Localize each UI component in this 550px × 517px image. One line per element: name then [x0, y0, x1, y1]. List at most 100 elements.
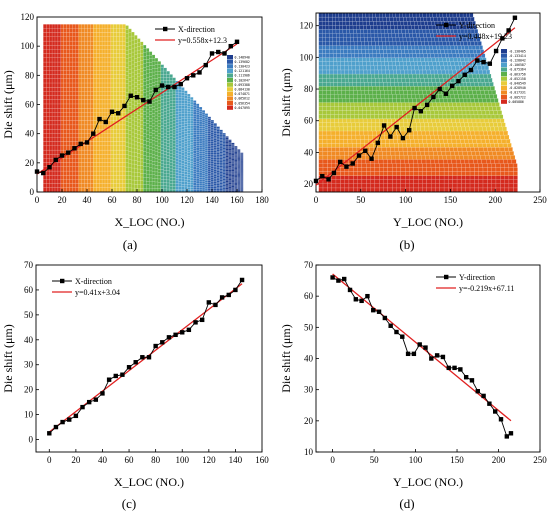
contour-cell	[225, 155, 229, 158]
contour-cell	[347, 130, 352, 136]
contour-cell	[72, 154, 76, 159]
contour-cell	[149, 184, 153, 189]
contour-cell	[231, 182, 235, 184]
contour-cell	[493, 110, 498, 115]
contour-cell	[338, 13, 343, 18]
contour-cell	[190, 161, 194, 164]
contour-cell	[128, 44, 132, 50]
contour-cell	[193, 187, 197, 190]
contour-cell	[342, 114, 347, 119]
contour-cell	[110, 66, 114, 71]
contour-cell	[149, 79, 153, 84]
contour-cell	[342, 29, 347, 34]
contour-cell	[169, 100, 173, 104]
contour-cell	[427, 143, 432, 148]
contour-cell	[318, 13, 323, 18]
contour-cell	[160, 96, 164, 100]
contour-cell	[99, 137, 103, 142]
contour-cell	[337, 90, 342, 95]
contour-cell	[234, 164, 238, 166]
contour-cell	[90, 49, 94, 54]
contour-cell	[46, 70, 50, 75]
contour-cell	[57, 24, 62, 29]
contour-cell	[231, 147, 235, 150]
contour-cell	[411, 49, 416, 54]
contour-cell	[116, 179, 120, 184]
contour-cell	[234, 162, 238, 164]
contour-cell	[43, 49, 47, 54]
contour-cell	[51, 175, 56, 180]
contour-cell	[216, 155, 220, 158]
contour-cell	[75, 99, 79, 105]
contour-cell	[400, 98, 405, 103]
contour-cell	[101, 187, 106, 192]
y-tick-label: 60	[24, 285, 34, 295]
contour-cell	[125, 171, 129, 176]
contour-cell	[449, 147, 454, 152]
contour-cell	[137, 57, 141, 62]
contour-cell	[479, 86, 484, 91]
contour-cell	[367, 126, 372, 132]
contour-cell	[387, 118, 392, 123]
contour-cell	[93, 53, 97, 58]
contour-cell	[131, 175, 135, 181]
contour-cell	[113, 145, 117, 151]
contour-cell	[403, 122, 409, 128]
contour-cell	[465, 49, 470, 54]
contour-cell	[210, 181, 214, 184]
contour-cell	[482, 163, 488, 168]
contour-cell	[228, 187, 232, 190]
contour-cell	[237, 169, 241, 171]
contour-cell	[157, 126, 162, 131]
contour-cell	[163, 117, 167, 121]
contour-cell	[81, 124, 85, 130]
contour-cell	[104, 78, 109, 84]
contour-cell	[93, 49, 97, 54]
contour-cell	[392, 183, 397, 189]
contour-cell	[187, 177, 191, 180]
contour-cell	[84, 183, 88, 188]
contour-cell	[234, 178, 238, 180]
contour-cell	[204, 131, 209, 134]
contour-cell	[187, 130, 191, 134]
contour-cell	[160, 121, 164, 126]
contour-cell	[149, 139, 153, 143]
contour-cell	[87, 166, 91, 172]
contour-cell	[57, 162, 62, 167]
contour-cell	[326, 94, 331, 99]
contour-cell	[166, 149, 170, 153]
contour-cell	[166, 179, 170, 184]
contour-cell	[184, 171, 188, 175]
contour-cell	[66, 57, 70, 63]
contour-cell	[207, 137, 212, 140]
contour-cell	[491, 179, 497, 184]
contour-cell	[131, 139, 135, 145]
contour-cell	[384, 98, 390, 103]
contour-cell	[392, 98, 397, 103]
contour-cell	[469, 171, 475, 176]
contour-cell	[210, 125, 214, 128]
contour-cell	[140, 173, 144, 178]
contour-cell	[131, 59, 135, 65]
contour-cell	[49, 108, 53, 113]
contour-cell	[457, 126, 462, 132]
contour-cell	[407, 41, 411, 46]
contour-cell	[163, 173, 167, 177]
contour-cell	[379, 187, 384, 192]
contour-cell	[107, 74, 112, 79]
contour-cell	[437, 106, 442, 111]
contour-cell	[421, 45, 426, 50]
contour-cell	[327, 159, 332, 164]
contour-cell	[78, 158, 82, 163]
contour-cell	[318, 102, 323, 107]
contour-cell	[190, 125, 194, 129]
contour-cell	[422, 114, 428, 119]
contour-cell	[146, 51, 150, 56]
contour-cell	[372, 13, 376, 18]
contour-cell	[359, 65, 364, 71]
contour-cell	[122, 120, 126, 126]
contour-cell	[240, 167, 244, 169]
contour-cell	[160, 125, 164, 129]
contour-cell	[453, 126, 458, 132]
contour-cell	[225, 176, 229, 179]
